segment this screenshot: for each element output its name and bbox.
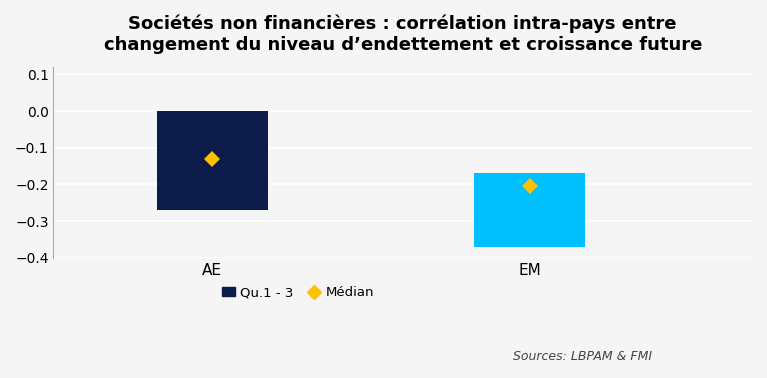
Text: Sources: LBPAM & FMI: Sources: LBPAM & FMI [513, 350, 652, 363]
Bar [474, 174, 585, 247]
Bar [156, 111, 268, 210]
Legend: Qu.1 - 3, Médian: Qu.1 - 3, Médian [217, 281, 379, 305]
Title: Sociétés non financières : corrélation intra-pays entre
changement du niveau d’e: Sociétés non financières : corrélation i… [104, 15, 702, 54]
